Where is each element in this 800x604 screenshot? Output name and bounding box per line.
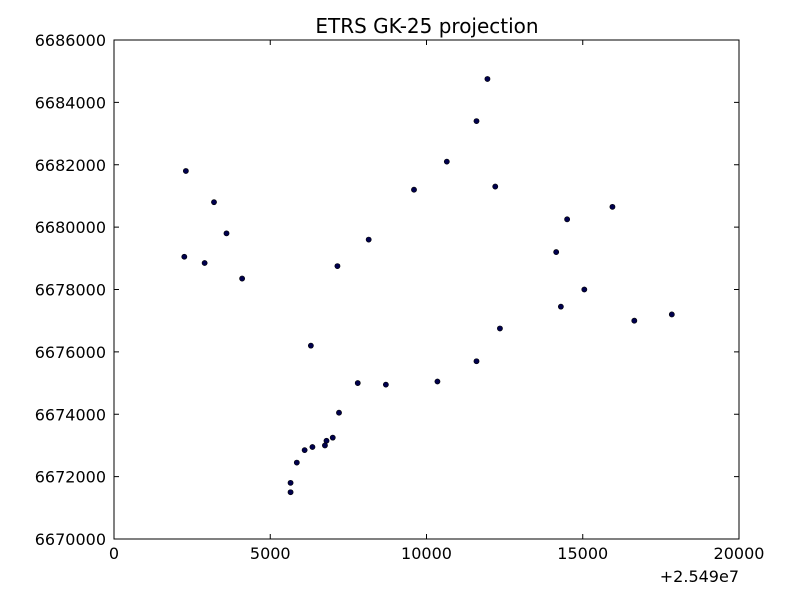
data-point xyxy=(181,253,188,260)
y-tick-label: 6684000 xyxy=(35,93,106,112)
data-point xyxy=(239,275,246,282)
data-point xyxy=(287,479,294,486)
y-tick-label: 6682000 xyxy=(35,156,106,175)
y-tick-label: 6680000 xyxy=(35,218,106,237)
data-point xyxy=(557,303,564,310)
data-point xyxy=(322,442,328,449)
data-point xyxy=(354,380,361,386)
x-axis-offset-text: +2.549e7 xyxy=(660,567,739,586)
data-point xyxy=(382,381,389,388)
data-point xyxy=(484,76,491,82)
axes: 0 5000 10000 15000 20000 6670000 6672000 667400… xyxy=(35,31,765,563)
data-point xyxy=(293,459,300,466)
data-point xyxy=(307,342,314,349)
x-tick-label: 20000 xyxy=(714,544,765,563)
y-tick-label: 6670000 xyxy=(35,530,106,549)
x-tick-label: 0 xyxy=(109,544,119,563)
data-point xyxy=(211,199,217,206)
data-point xyxy=(201,260,208,266)
data-point xyxy=(631,317,638,324)
data-point xyxy=(287,489,294,496)
data-point xyxy=(668,311,675,318)
y-tick-label: 6686000 xyxy=(35,31,106,50)
x-tick-label: 15000 xyxy=(557,544,608,563)
data-point xyxy=(309,444,316,450)
data-point xyxy=(497,325,503,332)
data-point xyxy=(182,168,189,174)
data-point xyxy=(553,249,560,255)
plot-frame xyxy=(113,39,740,540)
y-tick-label: 6678000 xyxy=(35,281,106,300)
data-point xyxy=(443,158,450,165)
data-point xyxy=(301,447,308,454)
chart-title: ETRS GK-25 projection xyxy=(315,14,538,38)
y-tick-label: 6672000 xyxy=(35,468,106,487)
data-point xyxy=(336,409,342,416)
data-point xyxy=(564,216,571,223)
data-point xyxy=(473,118,480,124)
x-tick-label: 5000 xyxy=(250,544,291,563)
data-point xyxy=(473,358,480,365)
data-point xyxy=(365,236,372,243)
data-point xyxy=(411,186,417,193)
y-tick-label: 6674000 xyxy=(35,405,106,424)
data-point xyxy=(581,286,588,293)
x-tick-label: 10000 xyxy=(401,544,452,563)
data-point xyxy=(434,378,441,385)
y-tick-label: 6676000 xyxy=(35,343,106,362)
data-point xyxy=(334,263,341,270)
data-point xyxy=(223,230,230,237)
data-point xyxy=(492,183,499,190)
data-point xyxy=(329,434,336,441)
data-point xyxy=(609,203,616,210)
data-points xyxy=(181,76,675,496)
